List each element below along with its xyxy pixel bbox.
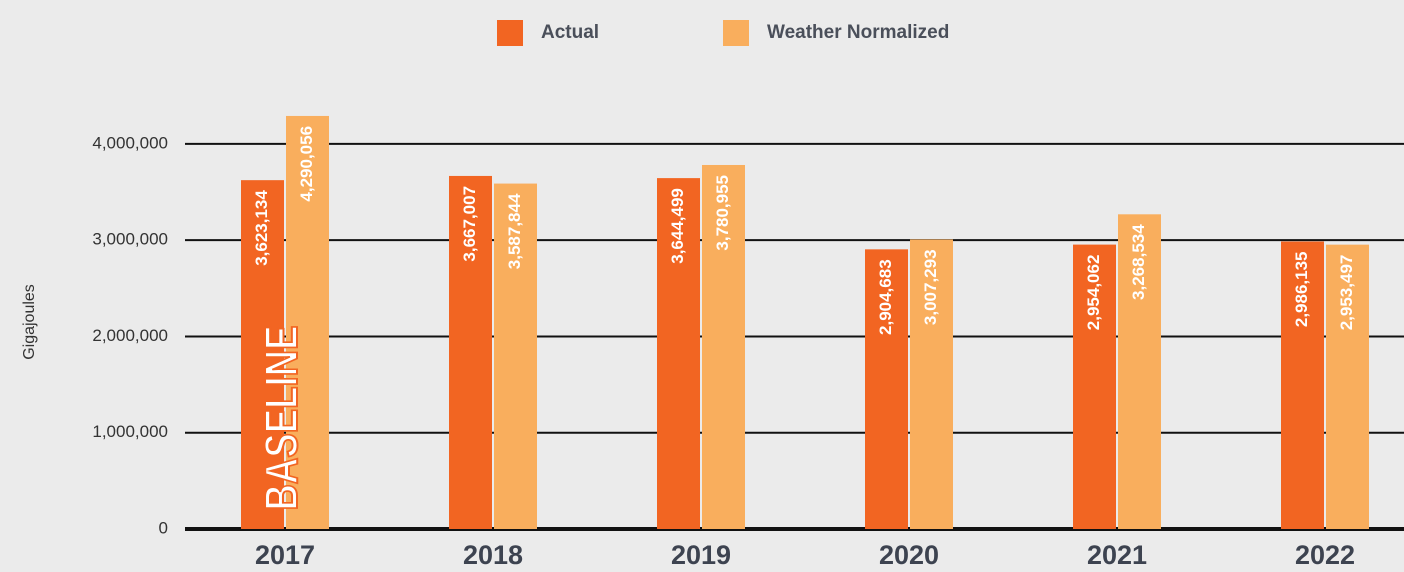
value-label: 2,953,497 (1337, 255, 1356, 331)
bar (449, 175, 492, 529)
bar (702, 164, 745, 529)
bar (1073, 244, 1116, 529)
x-tick-label: 2018 (463, 540, 523, 570)
value-label: 2,904,683 (876, 259, 895, 335)
legend-label: Actual (541, 22, 599, 43)
value-label: 2,954,062 (1084, 255, 1103, 331)
x-tick-label: 2017 (255, 540, 315, 570)
x-tick-label: 2019 (671, 540, 731, 570)
value-label: 2,986,135 (1292, 251, 1311, 327)
bar (494, 183, 537, 529)
bar (1326, 244, 1369, 529)
bar (286, 115, 329, 529)
x-tick-label: 2020 (879, 540, 939, 570)
bar (910, 239, 953, 529)
x-tick-label: 2021 (1087, 540, 1147, 570)
y-axis-label: Gigajoules (21, 284, 38, 360)
legend-swatch (723, 20, 749, 46)
y-tick-label: 4,000,000 (92, 133, 168, 152)
legend-swatch (497, 20, 523, 46)
value-label: 3,644,499 (668, 188, 687, 264)
legend-label: Weather Normalized (767, 22, 949, 43)
value-label: 3,268,534 (1129, 224, 1148, 300)
bar (1281, 241, 1324, 530)
y-tick-label: 1,000,000 (92, 422, 168, 441)
value-label: 3,623,134 (252, 190, 271, 266)
bar (241, 180, 284, 529)
bar (657, 178, 700, 529)
y-tick-label: 0 (159, 518, 168, 537)
x-tick-label: 2022 (1295, 540, 1355, 570)
value-label: 3,780,955 (713, 175, 732, 251)
y-tick-label: 3,000,000 (92, 230, 168, 249)
bar (865, 249, 908, 529)
bar (1118, 214, 1161, 529)
value-label: 3,007,293 (921, 249, 940, 325)
annotation: BASELINE (255, 326, 307, 511)
y-tick-label: 2,000,000 (92, 326, 168, 345)
value-label: 4,290,056 (297, 126, 316, 202)
value-label: 3,587,844 (505, 193, 524, 269)
value-label: 3,667,007 (460, 186, 479, 262)
